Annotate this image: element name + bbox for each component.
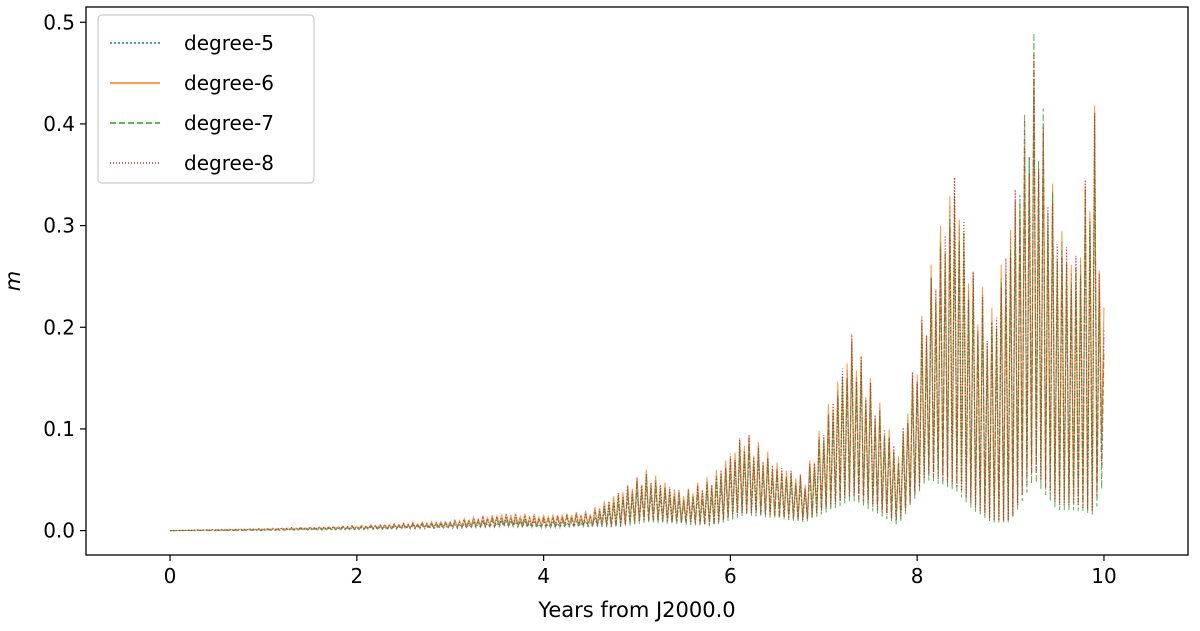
x-tick-label: 10 xyxy=(1091,564,1116,588)
x-axis-ticks: 0 2 4 6 8 10 xyxy=(164,555,1117,588)
legend: degree-5 degree-6 degree-7 degree-8 xyxy=(97,14,315,184)
x-tick-label: 2 xyxy=(350,564,363,588)
legend-label: degree-6 xyxy=(184,71,274,95)
series-line-degree-8 xyxy=(170,53,1105,532)
legend-label: degree-5 xyxy=(184,31,274,55)
x-tick-label: 0 xyxy=(164,564,177,588)
y-tick-label: 0.1 xyxy=(43,417,75,441)
series-layer xyxy=(170,32,1105,532)
legend-box xyxy=(97,14,315,184)
x-tick-label: 6 xyxy=(724,564,737,588)
plot-frame xyxy=(85,6,1189,556)
y-tick-label: 0.5 xyxy=(43,10,75,34)
series-line-degree-5 xyxy=(170,80,1105,532)
y-axis-label: m xyxy=(1,271,25,291)
legend-label: degree-8 xyxy=(184,151,274,175)
x-tick-label: 8 xyxy=(911,564,924,588)
y-tick-label: 0.3 xyxy=(43,214,75,238)
legend-label: degree-7 xyxy=(184,111,274,135)
y-tick-label: 0.4 xyxy=(43,112,75,136)
y-tick-label: 0.2 xyxy=(43,315,75,339)
y-tick-label: 0.0 xyxy=(43,519,75,543)
x-axis-label: Years from J2000.0 xyxy=(537,598,735,622)
x-tick-label: 4 xyxy=(537,564,550,588)
y-axis-ticks: 0.0 0.1 0.2 0.3 0.4 0.5 xyxy=(43,10,86,543)
